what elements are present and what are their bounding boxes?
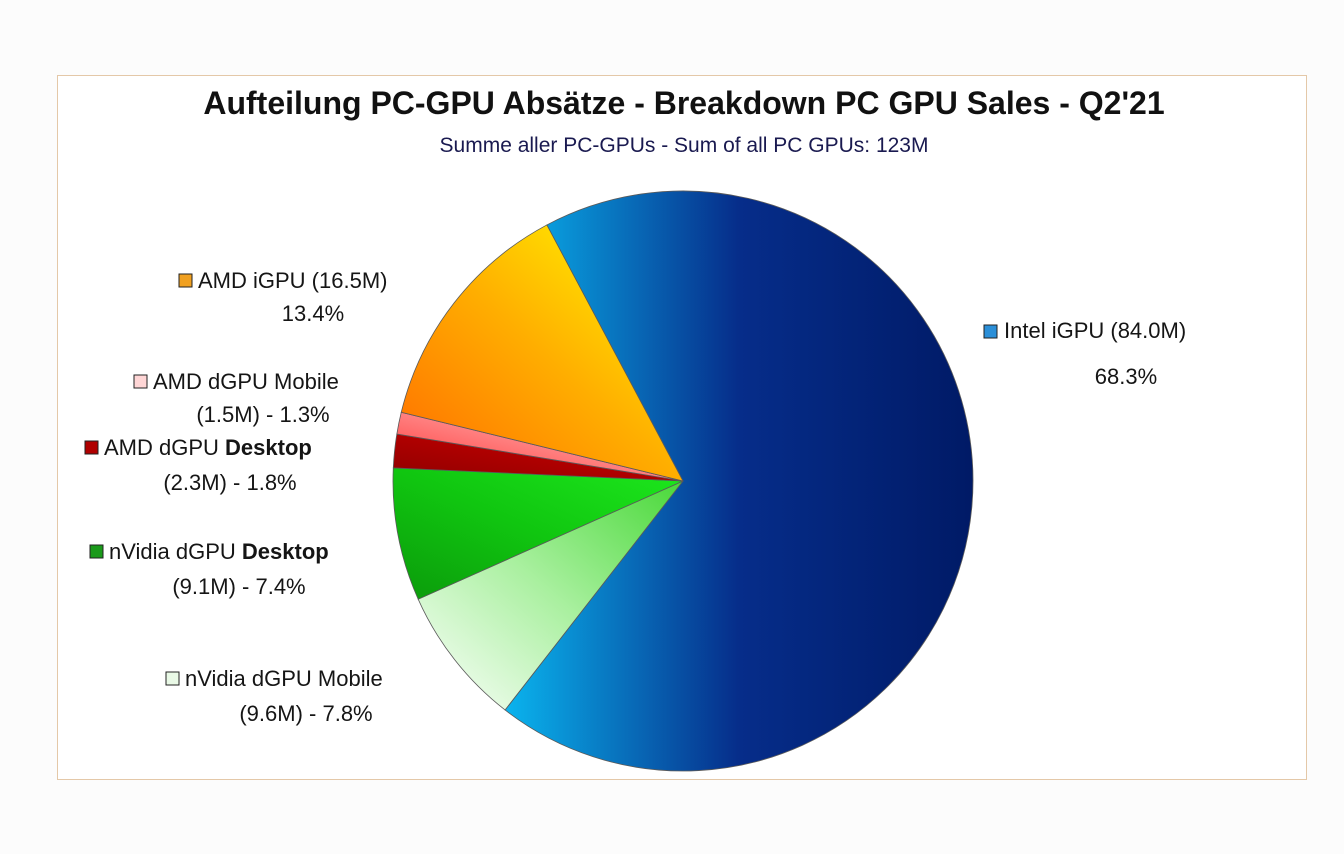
legend-swatch-nvidia-dgpu-desktop [89, 544, 104, 559]
chart-frame: Aufteilung PC-GPU Absätze - Breakdown PC… [57, 75, 1307, 780]
pie-slice-nvidia-dgpu-mobile [417, 480, 684, 711]
label-amd-dgpu-desktop-line1: AMD dGPU Desktop [104, 435, 312, 460]
label-intel-igpu-line1: Intel iGPU (84.0M) [1004, 318, 1186, 343]
label-amd-dgpu-mobile-line2: (1.5M) - 1.3% [196, 402, 329, 427]
legend-swatch-amd-dgpu-desktop [84, 440, 99, 455]
label-amd-igpu-line1: AMD iGPU (16.5M) [198, 268, 387, 293]
label-amd-igpu: AMD iGPU (16.5M) 13.4% [178, 268, 387, 326]
label-amd-dgpu-desktop-line2: (2.3M) - 1.8% [163, 470, 296, 495]
label-intel-igpu: Intel iGPU (84.0M) 68.3% [983, 318, 1186, 389]
label-amd-dgpu-desktop-bold: Desktop [225, 435, 312, 460]
chart-subtitle: Summe aller PC-GPUs - Sum of all PC GPUs… [440, 134, 929, 157]
pie-slices [392, 190, 974, 772]
label-nvidia-dgpu-mobile-line2: (9.6M) - 7.8% [239, 701, 372, 726]
label-nvidia-dgpu-desktop-bold: Desktop [242, 539, 329, 564]
chart-title: Aufteilung PC-GPU Absätze - Breakdown PC… [203, 85, 1164, 121]
label-nvidia-dgpu-desktop-line2: (9.1M) - 7.4% [172, 574, 305, 599]
label-intel-igpu-line2: 68.3% [1095, 364, 1157, 389]
label-amd-dgpu-mobile: AMD dGPU Mobile (1.5M) - 1.3% [133, 369, 339, 427]
label-nvidia-dgpu-mobile-line1: nVidia dGPU Mobile [185, 666, 383, 691]
legend-swatch-amd-igpu [178, 273, 193, 288]
label-nvidia-dgpu-mobile: nVidia dGPU Mobile (9.6M) - 7.8% [165, 666, 383, 726]
pie-slice-amd-igpu [400, 224, 684, 482]
legend-swatch-nvidia-dgpu-mobile [165, 671, 180, 686]
label-nvidia-dgpu-desktop-line1: nVidia dGPU Desktop [109, 539, 329, 564]
pie-slice-intel-igpu [504, 190, 974, 772]
label-nvidia-dgpu-desktop: nVidia dGPU Desktop (9.1M) - 7.4% [89, 539, 329, 599]
label-amd-dgpu-desktop-prefix: AMD dGPU [104, 435, 225, 460]
legend-swatch-amd-dgpu-mobile [133, 374, 148, 389]
label-nvidia-dgpu-desktop-prefix: nVidia dGPU [109, 539, 242, 564]
pie-slice-nvidia-dgpu-desktop [392, 467, 684, 600]
pie-chart: Aufteilung PC-GPU Absätze - Breakdown PC… [84, 85, 1186, 772]
legend-swatch-intel-igpu [983, 324, 998, 339]
label-amd-dgpu-mobile-line1: AMD dGPU Mobile [153, 369, 339, 394]
label-amd-igpu-line2: 13.4% [282, 301, 344, 326]
label-amd-dgpu-desktop: AMD dGPU Desktop (2.3M) - 1.8% [84, 435, 312, 495]
